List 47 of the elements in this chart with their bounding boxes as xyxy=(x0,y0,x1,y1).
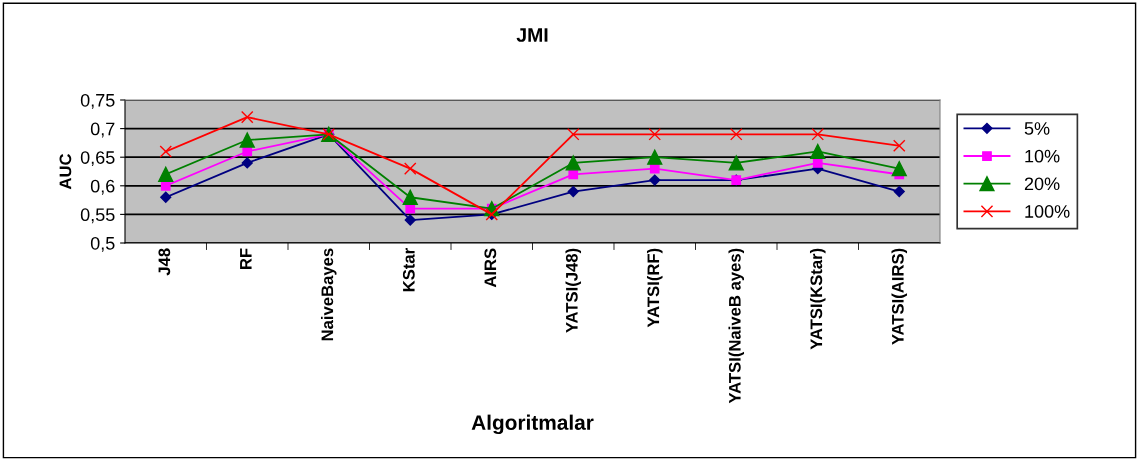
point xyxy=(158,166,174,182)
x-tick-label: KStar xyxy=(402,248,415,292)
y-axis-title: AUC xyxy=(59,153,72,190)
x-tick-label: RF xyxy=(240,248,252,269)
y-tick-label: 0,75 xyxy=(80,93,115,109)
point xyxy=(649,163,660,174)
point xyxy=(728,155,744,171)
legend-label: 100% xyxy=(1025,205,1070,218)
legend-label: 10% xyxy=(1025,149,1060,163)
point xyxy=(892,139,906,153)
x-tick-label: YATSI(J48) xyxy=(565,248,582,333)
y-tick-label: 0,7 xyxy=(90,122,115,138)
point xyxy=(647,149,663,165)
point xyxy=(404,214,416,226)
point xyxy=(812,158,823,168)
point xyxy=(403,162,417,175)
point xyxy=(811,128,825,141)
y-tick-label: 0,65 xyxy=(80,151,115,167)
x-tick-label: J48 xyxy=(158,248,171,276)
legend-label: 20% xyxy=(1024,177,1060,191)
x-tick-label: NaiveBayes xyxy=(320,248,337,341)
point xyxy=(565,155,581,171)
y-tick-label: 0,55 xyxy=(80,208,115,224)
point xyxy=(648,128,662,141)
chart-title: JMI xyxy=(516,28,548,42)
x-tick-label: YATSI(RF) xyxy=(646,248,663,328)
point xyxy=(240,110,254,124)
point xyxy=(241,157,253,169)
point xyxy=(160,191,172,203)
point xyxy=(893,185,905,198)
x-tick-label: YATSI(NaiveB ayes) xyxy=(728,248,745,404)
y-tick-label: 0,6 xyxy=(90,179,115,195)
point xyxy=(239,132,255,148)
point xyxy=(566,128,580,141)
x-tick-label: YATSI(AIRS) xyxy=(891,248,908,345)
point xyxy=(402,189,418,205)
point xyxy=(810,143,826,160)
x-tick-label: AIRS xyxy=(484,248,497,288)
x-axis-title: Algoritmalar xyxy=(471,414,594,435)
point xyxy=(567,185,579,198)
point xyxy=(159,145,173,158)
y-tick-label: 0,5 xyxy=(90,236,115,252)
point xyxy=(649,174,661,186)
x-tick-label: YATSI(KStar) xyxy=(809,248,826,350)
legend-label: 5% xyxy=(1024,122,1050,135)
point xyxy=(729,128,743,141)
point xyxy=(891,161,907,177)
